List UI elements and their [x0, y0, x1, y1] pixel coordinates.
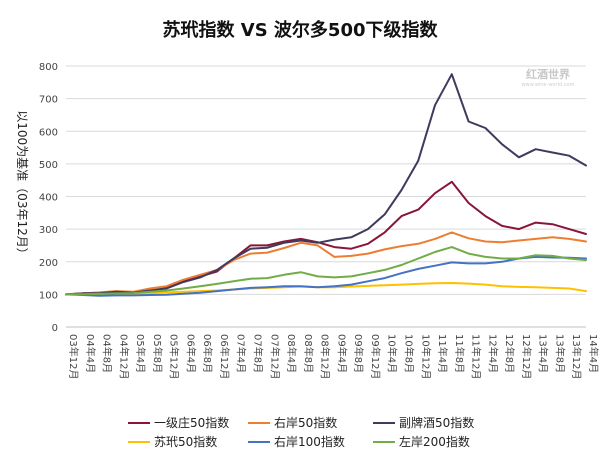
y-tick-label: 0 [52, 323, 58, 334]
x-tick-label: 10年8月 [402, 334, 415, 373]
x-tick-label: 04年12月 [117, 334, 130, 379]
x-tick-label: 10年12月 [419, 334, 432, 379]
x-tick-label: 07年12月 [268, 334, 281, 379]
x-tick-label: 13年4月 [537, 334, 550, 373]
x-tick-label: 12年4月 [486, 334, 499, 373]
x-tick-label: 08年4月 [285, 334, 298, 373]
watermark-logo: 红酒世界 www.wine-world.com [522, 67, 575, 88]
legend-item-label: 副牌酒50指数 [399, 415, 474, 430]
x-tick-label: 09年12月 [369, 334, 382, 379]
x-tick-label: 12年12月 [520, 334, 533, 379]
x-tick-label: 05年8月 [151, 334, 164, 373]
x-tick-label: 13年12月 [570, 334, 583, 379]
y-tick-label: 600 [39, 127, 58, 138]
legend-item-label: 右岸50指数 [274, 415, 337, 430]
y-tick-label: 100 [39, 290, 58, 301]
series-group [65, 73, 587, 297]
y-axis-label: 以100为基准（03年12月） [15, 110, 29, 259]
y-tick-label: 700 [39, 95, 58, 106]
x-tick-label: 05年12月 [168, 334, 181, 379]
x-tick-label: 04年8月 [101, 334, 114, 373]
x-tick-label: 12年8月 [503, 334, 516, 373]
x-tick-label: 08年8月 [302, 334, 315, 373]
x-ticks: 03年12月 04年4月 04年8月 04年12月 05年4月 05年8月 05年12月 06… [67, 334, 600, 379]
series-line-4 [65, 255, 587, 297]
y-tick-label: 500 [39, 160, 58, 171]
x-tick-label: 09年8月 [352, 334, 365, 373]
x-tick-label: 03年12月 [67, 334, 80, 379]
x-tick-label: 05年4月 [134, 334, 147, 373]
x-tick-label: 11年8月 [453, 334, 466, 373]
y-tick-label: 800 [39, 62, 58, 73]
y-tick-label: 200 [39, 258, 58, 269]
y-tick-label: 300 [39, 225, 58, 236]
x-tick-label: 09年4月 [335, 334, 348, 373]
watermark-subtext: www.wine-world.com [522, 82, 575, 88]
legend-item-label: 一级庄50指数 [154, 415, 229, 430]
series-line-5 [65, 246, 587, 296]
x-tick-label: 06年4月 [184, 334, 197, 373]
x-tick-label: 04年4月 [84, 334, 97, 373]
legend-item-label: 苏玳50指数 [154, 434, 217, 449]
x-tick-label: 11年4月 [436, 334, 449, 373]
legend-item-label: 左岸200指数 [399, 434, 470, 449]
x-tick-label: 07年8月 [252, 334, 265, 373]
x-tick-label: 10年4月 [386, 334, 399, 373]
watermark-text: 红酒世界 [526, 67, 570, 81]
series-line-1 [65, 231, 587, 296]
x-tick-label: 06年12月 [218, 334, 231, 379]
legend-item-label: 右岸100指数 [274, 434, 345, 449]
x-tick-label: 07年4月 [235, 334, 248, 373]
x-tick-label: 13年8月 [553, 334, 566, 373]
x-tick-label: 08年12月 [319, 334, 332, 379]
chart-title: 苏玳指数 VS 波尔多500下级指数 [163, 19, 439, 41]
series-line-2 [65, 73, 587, 296]
x-tick-label: 11年12月 [470, 334, 483, 379]
x-tick-label: 06年8月 [201, 334, 214, 373]
x-tick-label: 14年4月 [587, 334, 600, 373]
y-tick-label: 400 [39, 193, 58, 204]
y-ticks: 0 100 200 300 400 500 600 700 800 [39, 62, 58, 334]
